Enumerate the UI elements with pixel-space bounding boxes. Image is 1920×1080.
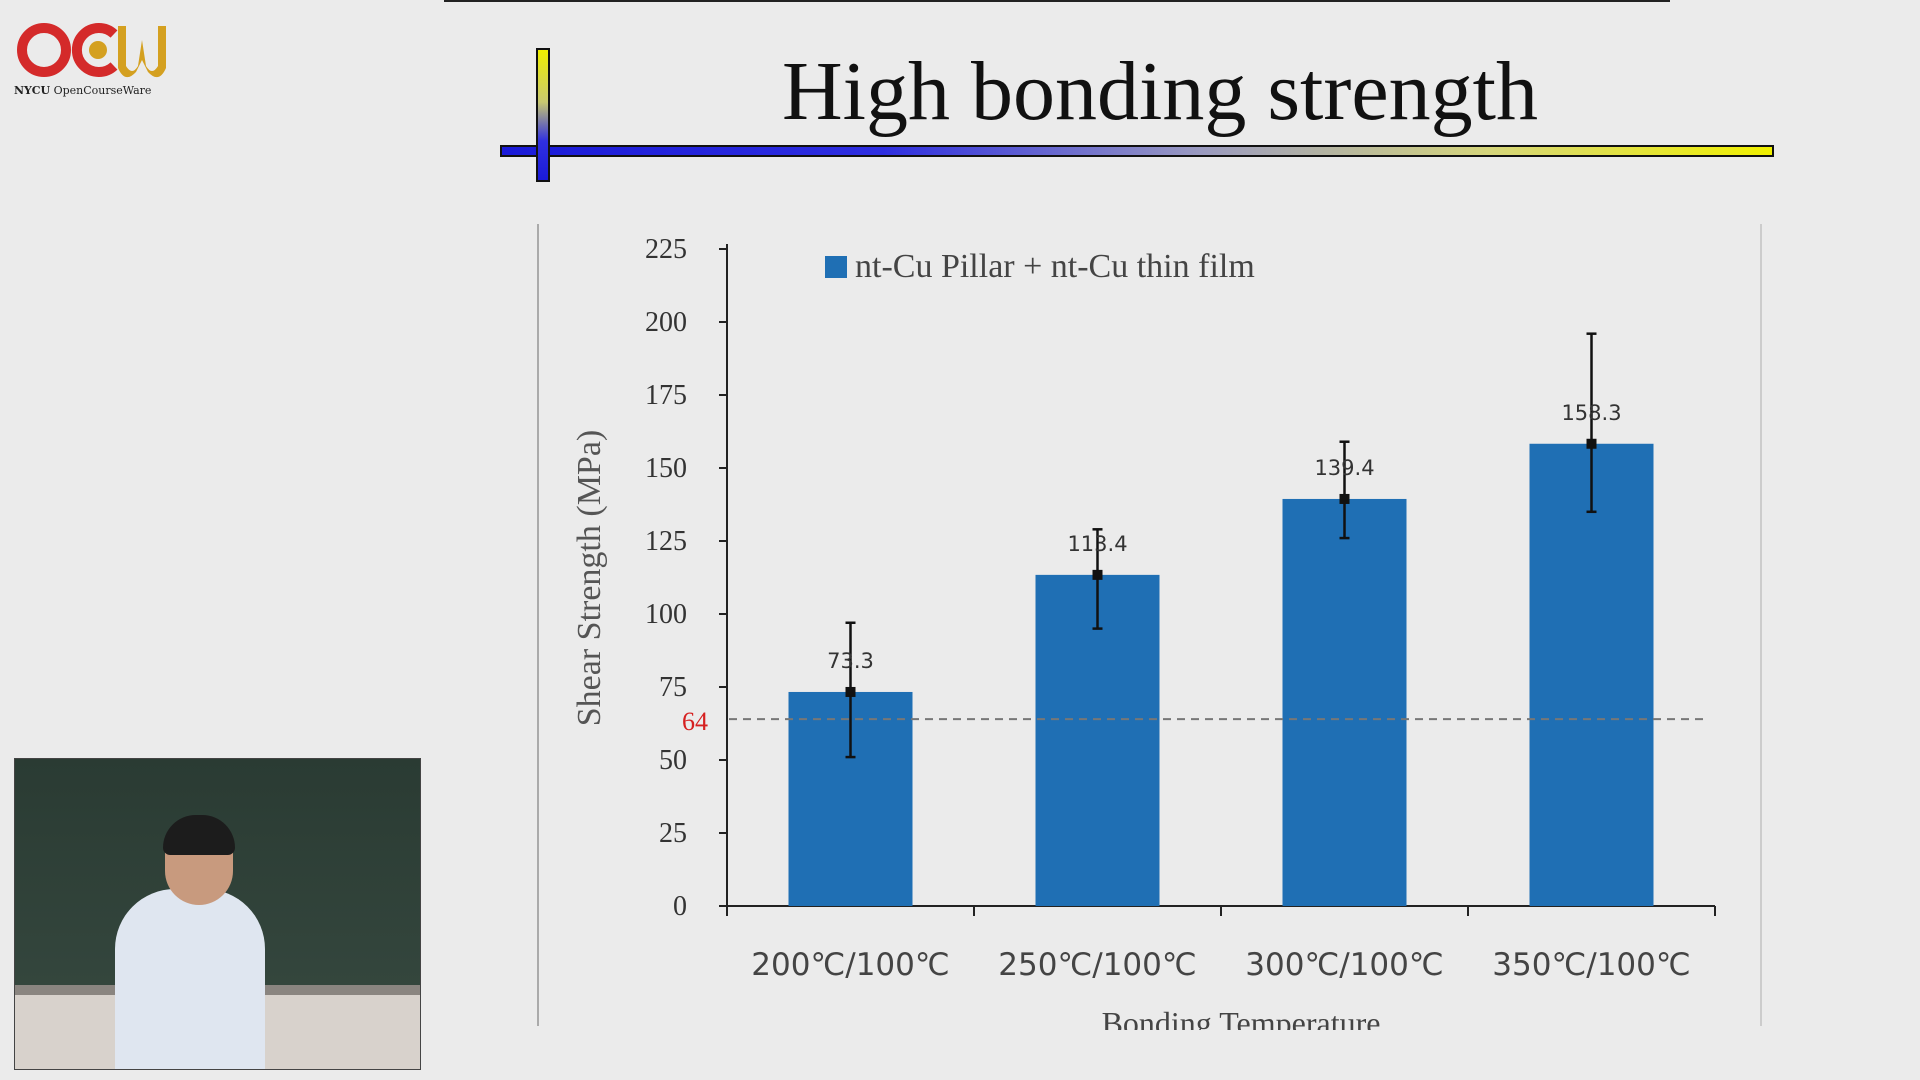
y-tick-label: 0 bbox=[673, 891, 687, 922]
bar bbox=[1529, 443, 1654, 906]
title-underline-bar bbox=[500, 145, 1774, 157]
x-category-label: 300℃/100℃ bbox=[1245, 947, 1443, 983]
y-tick-label: 125 bbox=[645, 526, 687, 557]
chart-frame-right bbox=[1760, 224, 1762, 1026]
lecturer-video bbox=[14, 758, 421, 1070]
x-category-label: 200℃/100℃ bbox=[751, 947, 949, 983]
logo-dot-icon bbox=[89, 41, 107, 59]
value-label: 158.3 bbox=[1561, 401, 1621, 425]
title-vertical-bar bbox=[536, 48, 550, 182]
y-tick-label: 75 bbox=[659, 672, 687, 703]
mean-marker bbox=[845, 686, 856, 697]
slide-title: High bonding strength bbox=[782, 45, 1538, 138]
legend-swatch bbox=[825, 256, 847, 278]
x-axis-title: Bonding Temperature bbox=[1102, 1005, 1381, 1030]
legend-label: nt-Cu Pillar + nt-Cu thin film bbox=[855, 248, 1255, 285]
mean-marker bbox=[1092, 569, 1103, 580]
logo-w-icon bbox=[118, 26, 166, 78]
y-tick-label: 200 bbox=[645, 307, 687, 338]
logo-c-icon bbox=[71, 23, 118, 77]
y-tick-label: 100 bbox=[645, 599, 687, 630]
bar-chart: 0 25 50 75 100 125 150 175 200 225 64 73.3 113.4 139.… bbox=[571, 234, 1716, 1030]
video-lecturer-body bbox=[115, 889, 265, 1069]
logo-o-icon bbox=[17, 23, 71, 77]
reference-line-label: 64 bbox=[682, 707, 708, 736]
ocw-logo bbox=[17, 23, 166, 78]
logo-org: NYCU bbox=[14, 84, 51, 97]
y-tick-label: 225 bbox=[645, 234, 687, 265]
video-lecturer-hair bbox=[163, 815, 235, 855]
mean-marker bbox=[1586, 438, 1597, 449]
value-label: 139.4 bbox=[1314, 456, 1374, 480]
y-tick-label: 175 bbox=[645, 380, 687, 411]
top-rule bbox=[444, 0, 1670, 2]
value-label: 73.3 bbox=[827, 649, 874, 673]
chart-frame-left bbox=[537, 224, 539, 1026]
y-tick-label: 25 bbox=[659, 818, 687, 849]
bar bbox=[1282, 498, 1407, 906]
y-tick-label: 150 bbox=[645, 453, 687, 484]
mean-marker bbox=[1339, 493, 1350, 504]
x-category-label: 350℃/100℃ bbox=[1492, 947, 1690, 983]
logo-text: NYCU OpenCourseWare bbox=[14, 84, 151, 97]
x-category-label: 250℃/100℃ bbox=[998, 947, 1196, 983]
y-tick-label: 50 bbox=[659, 745, 687, 776]
y-axis-title: Shear Strength (MPa) bbox=[571, 430, 608, 727]
logo-tagline: OpenCourseWare bbox=[53, 84, 152, 97]
bar bbox=[1035, 574, 1160, 906]
value-label: 113.4 bbox=[1067, 532, 1127, 556]
